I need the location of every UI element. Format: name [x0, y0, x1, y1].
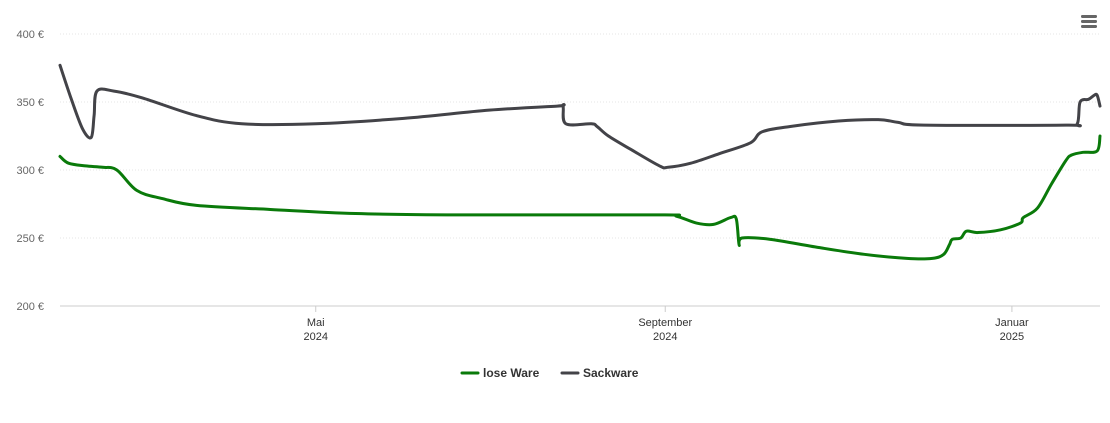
grid	[60, 33, 1100, 239]
y-tick-label: 200 €	[16, 301, 44, 313]
legend-label-lose-ware: lose Ware	[483, 366, 540, 380]
x-tick-label-month: Mai	[307, 317, 325, 329]
legend-item-lose-ware[interactable]: lose Ware	[460, 366, 540, 380]
series-line-lose-ware[interactable]	[58, 134, 1102, 261]
x-tick-label-year: 2024	[653, 331, 677, 343]
x-tick-label-year: 2025	[1000, 331, 1024, 343]
x-axis-ticks: Mai 2024 September 2024 Januar 2025	[303, 306, 1029, 343]
chart-menu-button[interactable]	[1074, 8, 1104, 34]
series-lines	[58, 63, 1102, 261]
y-tick-label: 300 €	[16, 165, 44, 177]
hamburger-menu-icon	[1081, 15, 1097, 28]
x-tick-label-year: 2024	[303, 331, 327, 343]
y-tick-label: 400 €	[16, 29, 44, 41]
y-tick-label: 250 €	[16, 233, 44, 245]
legend: lose Ware Sackware	[460, 366, 639, 380]
legend-label-sackware: Sackware	[583, 366, 639, 380]
series-line-sackware[interactable]	[58, 63, 1102, 170]
x-tick-label-month: Januar	[995, 317, 1029, 329]
x-tick-label-month: September	[638, 317, 692, 329]
y-tick-label: 350 €	[16, 97, 44, 109]
legend-item-sackware[interactable]: Sackware	[560, 366, 639, 380]
y-axis-ticks: 200 € 250 € 300 € 350 € 400 €	[16, 29, 44, 313]
